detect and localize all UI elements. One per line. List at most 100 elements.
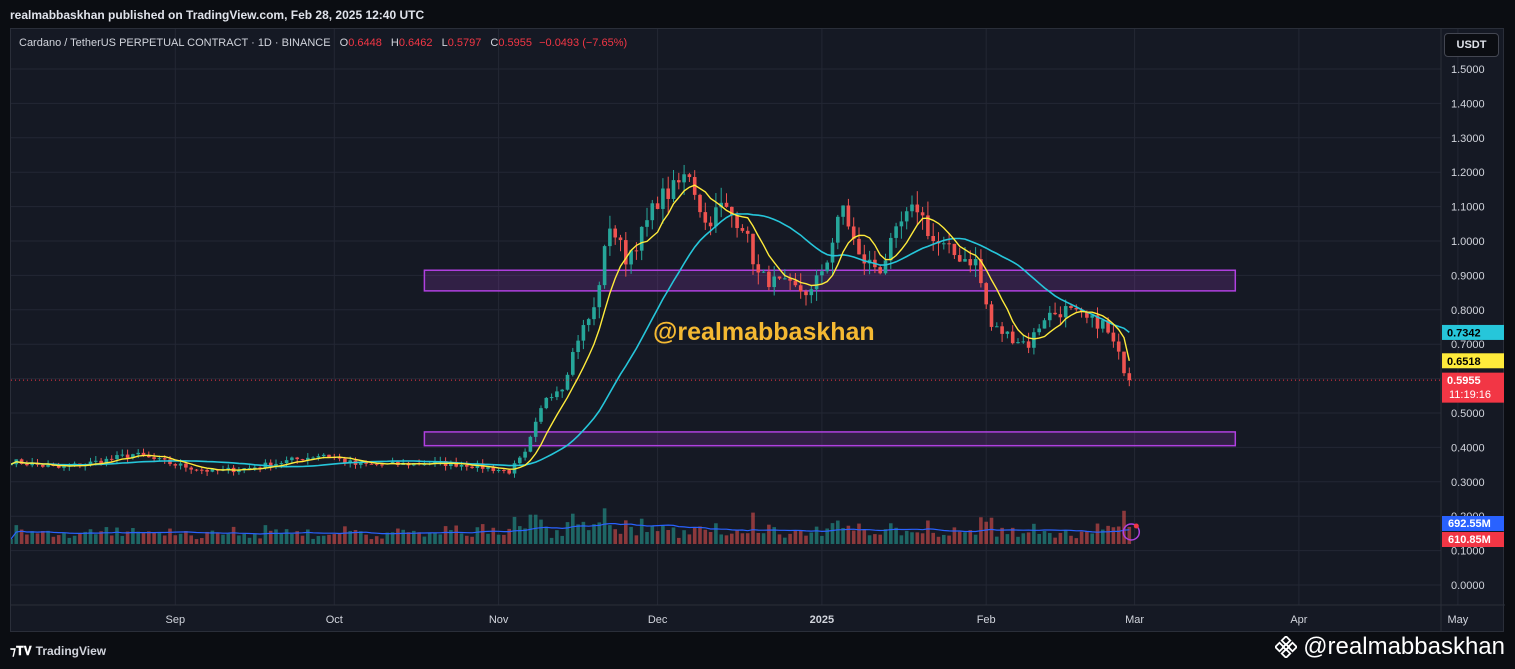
x-tick-label: Nov xyxy=(489,614,509,626)
volume-bar xyxy=(465,535,469,544)
volume-bar xyxy=(147,531,151,544)
volume-bar xyxy=(412,530,416,544)
volume-bar xyxy=(231,526,236,544)
volume-bar xyxy=(210,530,215,544)
candle-body xyxy=(168,459,172,465)
volume-bar xyxy=(136,531,140,544)
price-tag-label: 0.5955 xyxy=(1447,375,1481,387)
volume-bar xyxy=(661,525,665,544)
candle-body xyxy=(131,454,135,458)
candle-body xyxy=(586,319,591,326)
price-chart[interactable]: 1.5000 1.4000 1.3000 1.2000 1.1000 1.0000 0.90… xyxy=(11,29,1505,633)
candle-body xyxy=(226,467,231,470)
volume-bar xyxy=(798,530,803,544)
volume-bar xyxy=(178,533,183,544)
volume-bar xyxy=(237,535,241,544)
volume-bar xyxy=(507,528,511,544)
chart-pane[interactable]: 1.5000 1.4000 1.3000 1.2000 1.1000 1.0000 0.90… xyxy=(10,28,1505,633)
volume-bar xyxy=(523,528,527,544)
tradingview-logo[interactable]: ⁊𝐓𝐕 TradingView xyxy=(10,644,106,659)
volume-bar xyxy=(698,526,702,544)
handle-text: @realmabbaskhan xyxy=(1303,633,1505,660)
volume-bar xyxy=(883,529,888,544)
x-tick-label: Sep xyxy=(166,614,186,626)
price-tag-bg xyxy=(1442,353,1504,369)
candle-body xyxy=(735,215,739,229)
candle-body xyxy=(1000,326,1004,334)
volume-bar xyxy=(560,535,564,544)
candle-body xyxy=(533,421,538,437)
price-tag-label: 0.7342 xyxy=(1447,327,1481,339)
candle-body xyxy=(306,457,310,461)
candle-body xyxy=(714,207,718,227)
volume-bar xyxy=(496,534,501,544)
candle-body xyxy=(555,391,559,398)
candle-body xyxy=(926,215,930,237)
volume-bar xyxy=(454,525,458,544)
volume-bar xyxy=(586,530,591,544)
candle-body xyxy=(947,243,951,245)
volume-bar xyxy=(851,530,856,544)
candle-body xyxy=(629,250,633,265)
volume-tag-label: 610.85M xyxy=(1448,534,1491,546)
candle-body xyxy=(862,254,867,264)
candle-body xyxy=(300,459,305,461)
volume-bar xyxy=(25,534,29,544)
candle-body xyxy=(311,457,315,459)
volume-bar xyxy=(899,535,904,544)
candle-body xyxy=(1063,306,1068,318)
candle-body xyxy=(295,457,299,460)
volume-bar xyxy=(390,532,395,544)
candle-body xyxy=(364,462,368,464)
candle-body xyxy=(136,452,140,455)
candle-body xyxy=(989,304,994,327)
candle-body xyxy=(178,463,183,466)
candle-body xyxy=(698,194,702,213)
volume-bar xyxy=(380,538,384,544)
volume-bar xyxy=(1016,536,1020,544)
candle-body xyxy=(173,464,178,466)
low-value: 0.5797 xyxy=(447,37,482,49)
volume-bar xyxy=(1032,523,1036,544)
volume-bar xyxy=(1021,533,1026,544)
candle-body xyxy=(650,203,655,221)
y-tick-label: 0.0000 xyxy=(1451,580,1485,592)
volume-bar xyxy=(724,535,729,544)
volume-bar xyxy=(205,531,209,544)
volume-bar xyxy=(396,528,400,544)
candle-body xyxy=(793,280,798,286)
volume-bar xyxy=(846,525,851,544)
candle-body xyxy=(1021,341,1026,343)
volume-bar xyxy=(104,527,109,544)
candle-body xyxy=(104,458,109,464)
candle-body xyxy=(449,461,453,466)
tradingview-icon: ⁊𝐓𝐕 xyxy=(10,644,32,658)
candle-body xyxy=(608,228,612,247)
volume-bar xyxy=(316,535,321,544)
x-tick-label: Oct xyxy=(326,614,343,626)
volume-bar xyxy=(343,526,347,544)
volume-bar xyxy=(1116,526,1121,544)
volume-bar xyxy=(783,537,787,544)
volume-bar xyxy=(1074,538,1079,544)
candle-body xyxy=(343,458,347,463)
candle-body xyxy=(94,460,98,462)
volume-bar xyxy=(767,524,771,544)
candle-body xyxy=(327,454,331,458)
x-tick-label: May xyxy=(1448,614,1469,626)
currency-button[interactable]: USDT xyxy=(1444,33,1499,57)
volume-bar xyxy=(306,529,310,544)
volume-bar xyxy=(215,532,220,544)
volume-bar xyxy=(443,526,448,544)
candle-body xyxy=(830,242,835,263)
candle-body xyxy=(120,454,125,456)
price-tag-bg xyxy=(1442,324,1504,340)
candle-body xyxy=(963,259,967,262)
candle-body xyxy=(1111,332,1116,342)
candle-body xyxy=(62,466,66,468)
candle-body xyxy=(1095,315,1100,329)
x-tick-label: Apr xyxy=(1290,614,1307,626)
candle-body xyxy=(1127,373,1132,381)
candle-body xyxy=(422,464,427,466)
candle-body xyxy=(205,469,209,472)
